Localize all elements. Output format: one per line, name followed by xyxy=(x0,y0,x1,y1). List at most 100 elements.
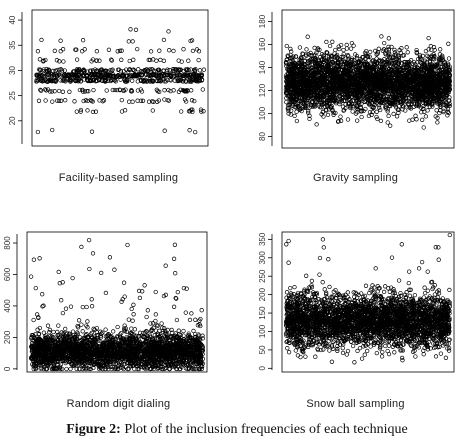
data-point xyxy=(371,77,376,82)
data-point xyxy=(169,73,174,78)
data-point xyxy=(349,94,355,99)
data-point xyxy=(338,114,343,119)
data-point xyxy=(101,98,107,103)
data-point xyxy=(414,68,420,73)
data-point xyxy=(284,59,289,65)
data-point xyxy=(355,104,360,110)
data-point xyxy=(396,84,402,89)
data-point xyxy=(394,114,400,119)
data-point xyxy=(306,109,311,114)
data-point xyxy=(151,68,157,73)
data-point xyxy=(54,58,60,63)
data-point xyxy=(324,101,330,107)
data-point xyxy=(161,68,166,73)
data-point xyxy=(290,75,295,81)
data-point xyxy=(419,98,424,103)
data-point xyxy=(344,42,349,48)
data-point xyxy=(47,68,52,73)
data-point xyxy=(366,100,371,106)
data-point xyxy=(201,67,207,72)
data-point xyxy=(92,67,98,72)
data-point xyxy=(356,59,362,64)
data-point xyxy=(136,67,141,72)
data-point xyxy=(56,88,62,94)
data-point xyxy=(286,62,292,67)
data-point xyxy=(188,79,193,84)
data-point xyxy=(414,50,419,55)
data-point xyxy=(354,88,360,94)
data-point xyxy=(376,46,381,51)
data-point xyxy=(378,107,383,113)
data-point xyxy=(380,64,385,70)
data-point xyxy=(388,123,393,128)
data-point xyxy=(108,68,113,73)
data-point xyxy=(145,68,150,73)
data-point xyxy=(184,67,190,73)
data-point xyxy=(374,56,379,61)
data-point xyxy=(404,72,409,77)
data-point xyxy=(400,74,406,80)
data-point xyxy=(428,55,433,60)
data-point xyxy=(305,34,310,39)
data-point xyxy=(119,97,124,103)
data-point xyxy=(336,61,341,66)
data-point xyxy=(300,91,305,96)
data-point xyxy=(313,62,318,67)
data-point xyxy=(435,66,440,71)
data-point xyxy=(94,49,100,54)
data-point xyxy=(38,87,43,93)
data-point xyxy=(374,91,380,96)
data-point xyxy=(332,98,337,103)
data-point xyxy=(90,109,96,115)
data-point xyxy=(416,101,421,107)
data-point xyxy=(426,54,431,60)
data-point xyxy=(386,113,391,119)
data-point xyxy=(304,53,309,58)
data-point xyxy=(343,94,348,100)
y-tick-label: 120 xyxy=(258,83,267,97)
data-point xyxy=(322,81,328,86)
data-point xyxy=(440,70,445,75)
data-points xyxy=(283,34,453,130)
data-point xyxy=(156,67,161,73)
data-point xyxy=(126,39,131,44)
data-point xyxy=(390,88,395,94)
data-point xyxy=(298,67,303,72)
data-point xyxy=(306,59,312,64)
y-tick-label: 20 xyxy=(8,116,17,125)
data-point xyxy=(429,74,435,79)
data-point xyxy=(196,57,201,63)
data-point xyxy=(378,98,383,104)
data-point xyxy=(388,103,393,109)
data-point xyxy=(161,37,167,43)
data-point xyxy=(167,48,172,53)
data-point xyxy=(61,59,66,64)
data-point xyxy=(363,88,368,94)
data-point xyxy=(408,97,414,103)
data-point xyxy=(165,327,170,333)
data-point xyxy=(446,80,452,86)
data-point xyxy=(178,87,183,92)
data-point xyxy=(341,108,346,113)
data-point xyxy=(187,128,192,133)
data-point xyxy=(175,78,180,84)
data-point xyxy=(289,108,294,113)
data-point xyxy=(414,87,419,92)
data-point xyxy=(367,74,372,79)
data-point xyxy=(176,58,181,63)
data-point xyxy=(385,98,390,103)
data-point xyxy=(102,69,107,74)
data-point xyxy=(350,98,356,104)
data-point xyxy=(293,83,298,89)
data-point xyxy=(63,98,68,103)
data-point xyxy=(440,57,445,63)
data-point xyxy=(418,60,423,65)
data-point xyxy=(414,90,419,95)
data-point xyxy=(44,73,49,78)
data-point xyxy=(192,68,198,73)
data-point xyxy=(344,62,350,67)
data-point xyxy=(423,114,429,119)
data-point xyxy=(87,78,93,83)
